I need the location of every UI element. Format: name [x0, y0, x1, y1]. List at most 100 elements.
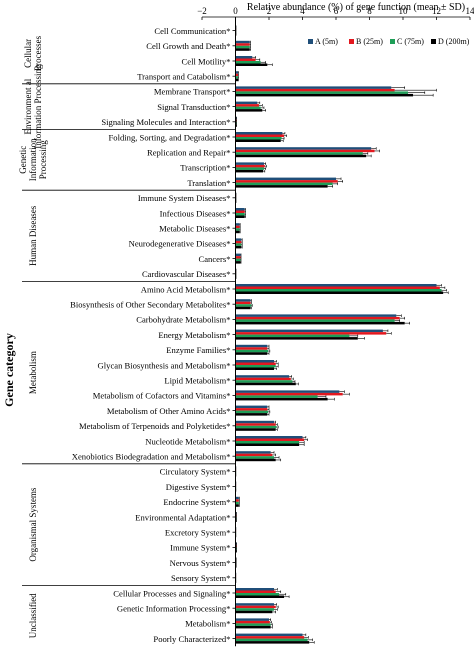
x-tick-label: 4: [300, 6, 305, 16]
category-label: Immune System Diseases*: [138, 193, 231, 203]
legend-swatch: [349, 39, 354, 44]
category-label: Endocrine System*: [163, 497, 230, 507]
category-label: Lipid Metabolism*: [164, 376, 230, 386]
bar: [235, 104, 259, 107]
x-axis-title: Relative abundance (%) of gene function …: [247, 2, 465, 13]
bar: [235, 453, 273, 457]
category-label: Metabolism of Terpenoids and Polyketides…: [79, 421, 231, 431]
group-label: Processing: [38, 140, 48, 179]
bar: [235, 337, 358, 340]
bar: [235, 605, 276, 609]
bar: [235, 253, 241, 257]
bar: [235, 636, 305, 639]
bar: [235, 382, 296, 386]
bar: [235, 76, 239, 79]
bar: [235, 623, 271, 626]
bar: [235, 349, 269, 353]
bar: [235, 210, 245, 213]
bar: [235, 61, 261, 64]
category-label: Circulatory System*: [160, 467, 231, 477]
category-label: Enzyme Families*: [166, 345, 230, 355]
category-label: Metabolism of Other Amino Acids*: [107, 406, 231, 416]
bar: [235, 329, 383, 333]
bar: [235, 56, 253, 59]
bar: [235, 380, 293, 383]
bar: [235, 436, 303, 439]
category-label: Membrane Transport*: [154, 87, 231, 97]
legend-label: A (5m): [315, 37, 338, 46]
bar: [235, 240, 242, 244]
bar: [235, 314, 397, 317]
bar: [235, 93, 414, 97]
bar: [235, 352, 268, 355]
bar: [235, 177, 336, 181]
x-tick-label: 0: [233, 6, 238, 16]
bar: [235, 162, 264, 165]
bar: [235, 501, 239, 505]
bar: [235, 304, 252, 307]
bar: [235, 154, 367, 158]
bar: [235, 299, 251, 302]
category-label: Poorly Characterized*: [153, 634, 230, 644]
bar: [235, 332, 387, 335]
bar: [235, 230, 240, 234]
bar: [235, 625, 271, 629]
bar: [235, 438, 305, 441]
bar: [235, 91, 409, 94]
bar: [235, 405, 268, 409]
category-label: Neurodegenerative Diseases*: [129, 239, 231, 249]
bar: [235, 362, 276, 365]
x-tick-label: 12: [432, 6, 441, 16]
bar: [235, 425, 277, 429]
bar: [235, 48, 250, 51]
bar: [235, 590, 276, 593]
category-label: Cell Motility*: [182, 56, 231, 66]
legend-label: B (25m): [356, 37, 383, 46]
bar: [235, 152, 363, 155]
bar: [235, 395, 318, 398]
bar: [235, 134, 285, 137]
group-label: Cellular: [23, 39, 33, 68]
group-label: Environment al: [23, 78, 33, 134]
bar: [235, 408, 268, 411]
bar: [235, 428, 276, 431]
bar: [235, 182, 333, 186]
bar: [235, 164, 265, 168]
bar: [235, 284, 437, 287]
category-label: Cancers*: [199, 254, 231, 264]
legend: A (5m) B (25m) C (75m) D (200m): [308, 37, 470, 46]
bar: [235, 456, 275, 459]
bar: [235, 149, 375, 153]
group-label: Human Diseases: [28, 205, 38, 266]
bar: [235, 58, 256, 61]
bar: [235, 608, 275, 611]
bar: [235, 334, 350, 338]
category-label: Carbohydrate Metabolism*: [136, 315, 230, 325]
bar: [235, 593, 280, 596]
bar: [235, 40, 250, 44]
bar: [235, 215, 245, 218]
category-label: Digestive System*: [166, 482, 231, 492]
bar: [235, 306, 251, 310]
category-label: Nucleotide Metabolism*: [145, 436, 230, 446]
bar: [235, 101, 258, 105]
bar: [235, 291, 444, 294]
category-label: Biosynthesis of Other Secondary Metaboli…: [70, 300, 230, 310]
category-label: Signaling Molecules and Interaction*: [101, 117, 230, 127]
bar: [235, 420, 275, 424]
group-label: Processes: [33, 35, 43, 70]
legend-label: C (75m): [397, 37, 424, 46]
bar: [235, 595, 285, 598]
bar: [235, 78, 239, 82]
bar: [235, 413, 268, 416]
category-labels: Cell Communication* Cell Growth and Death…: [70, 26, 236, 644]
category-label: Replication and Repair*: [147, 148, 231, 158]
group-label: Information: [28, 138, 38, 181]
bar: [235, 43, 250, 46]
category-label: Immune System*: [170, 543, 230, 553]
bar: [235, 132, 283, 135]
category-label: Cell Growth and Death*: [146, 41, 230, 51]
bar: [235, 185, 328, 188]
legend-swatch: [308, 39, 313, 44]
